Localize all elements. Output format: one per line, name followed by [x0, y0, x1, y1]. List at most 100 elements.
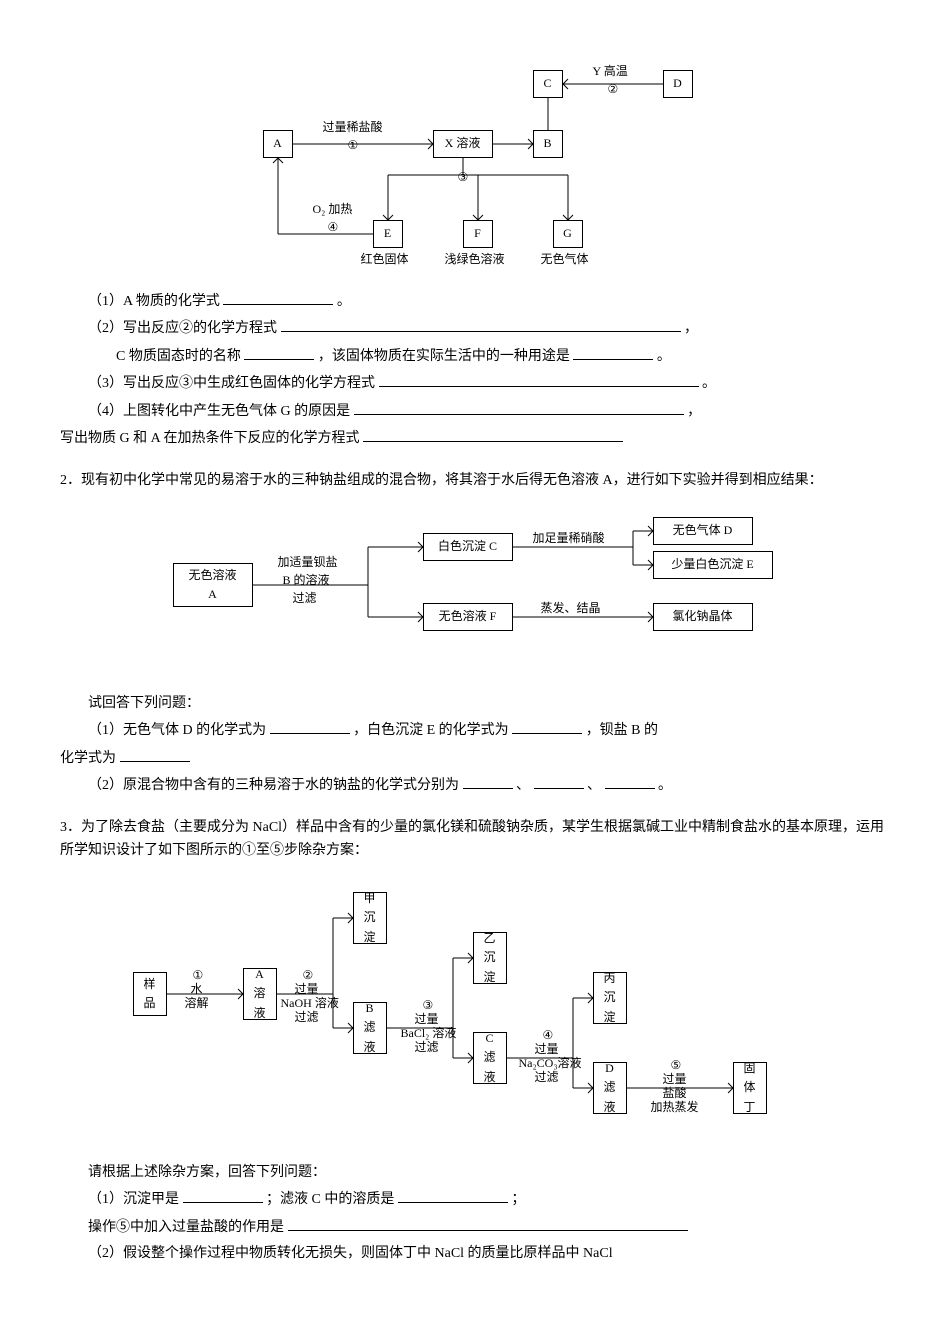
diagram-box: X 溶液 — [433, 130, 493, 158]
q1-line-2: （2）写出反应②的化学方程式 ， — [60, 317, 885, 340]
q3-1-c: ； — [511, 1192, 525, 1207]
diagram-label: ② — [608, 80, 619, 99]
question-3: 3．为了除去食盐（主要成分为 NaCl）样品中含有的少量的氯化镁和硫酸钠杂质，某… — [60, 817, 885, 1265]
diagram-box: 样 品 — [133, 972, 167, 1016]
diagram-label: 红色固体 — [361, 250, 409, 269]
diagram-label: 过滤 — [535, 1068, 559, 1087]
q3-1-a: （1）沉淀甲是 — [88, 1192, 179, 1207]
diagram-label: 蒸发、结晶 — [541, 599, 601, 618]
diagram-label: 无色气体 — [541, 250, 589, 269]
diagram-box: B 滤 液 — [353, 1002, 387, 1054]
diagram-label: 过滤 — [295, 1008, 319, 1027]
diagram-label: ① — [348, 136, 359, 155]
q3-3-a: （2）假设整个操作过程中物质转化无损失，则固体丁中 NaCl 的质量比原样品中 … — [88, 1246, 613, 1261]
diagram-box: B — [533, 130, 563, 158]
q3-line-2: 操作⑤中加入过量盐酸的作用是 — [60, 1216, 885, 1239]
q1-3-a: C 物质固态时的名称 — [116, 349, 241, 364]
diagram-box: 无色气体 D — [653, 517, 753, 545]
diagram-box: 甲 沉 淀 — [353, 892, 387, 944]
diagram-label: 加热蒸发 — [651, 1098, 699, 1117]
diagram-label: ③ — [458, 168, 469, 187]
q2-line-2: （2）原混合物中含有的三种易溶于水的钠盐的化学式分别为 、 、 。 — [60, 774, 885, 797]
q3-line-3: （2）假设整个操作过程中物质转化无损失，则固体丁中 NaCl 的质量比原样品中 … — [60, 1243, 885, 1265]
diagram-label: 加足量稀硝酸 — [533, 529, 605, 548]
q2-intro: 2．现有初中化学中常见的易溶于水的三种钠盐组成的混合物，将其溶于水后得无色溶液 … — [60, 470, 885, 492]
question-1: （1）A 物质的化学式 。 （2）写出反应②的化学方程式 ， C 物质固态时的名… — [60, 290, 885, 450]
diagram-box: C 滤 液 — [473, 1032, 507, 1084]
q1-1-a: （1）A 物质的化学式 — [88, 294, 220, 309]
diagram-box: 无色溶液 F — [423, 603, 513, 631]
q2-2-a: （2）原混合物中含有的三种易溶于水的钠盐的化学式分别为 — [88, 778, 459, 793]
q1-3-c: 。 — [657, 349, 671, 364]
diagram-label: 加适量钡盐 — [278, 553, 338, 572]
q1-4-b: 。 — [702, 376, 716, 391]
diagram-label: Y 高温 — [593, 62, 628, 81]
diagram-label: 浅绿色溶液 — [445, 250, 505, 269]
diagram-label: 溶解 — [185, 994, 209, 1013]
q1-line-6: 写出物质 G 和 A 在加热条件下反应的化学方程式 — [60, 427, 885, 450]
blank — [270, 719, 350, 734]
blank — [363, 427, 623, 442]
blank — [281, 317, 681, 332]
blank — [223, 290, 333, 305]
blank — [379, 372, 699, 387]
q3-1-b: ；滤液 C 中的溶质是 — [266, 1192, 394, 1207]
diagram-box: A 溶 液 — [243, 968, 277, 1020]
q1-line-4: （3）写出反应③中生成红色固体的化学方程式 。 — [60, 372, 885, 395]
diagram-1: AX 溶液BCDEFG过量稀盐酸①Y 高温②③O₂ 加热④红色固体浅绿色溶液无色… — [233, 50, 713, 260]
q1-6-a: 写出物质 G 和 A 在加热条件下反应的化学方程式 — [60, 431, 359, 446]
blank — [534, 774, 584, 789]
q1-5-b: ， — [687, 404, 701, 419]
q1-line-1: （1）A 物质的化学式 。 — [60, 290, 885, 313]
diagram-box: C — [533, 70, 563, 98]
q2-line-1: （1）无色气体 D 的化学式为 ，白色沉淀 E 的化学式为 ，钡盐 B 的 — [60, 719, 885, 742]
q1-2-b: ， — [684, 321, 698, 336]
diagram-box: 乙 沉 淀 — [473, 932, 507, 984]
q1-3-b: ，该固体物质在实际生活中的一种用途是 — [318, 349, 570, 364]
blank — [120, 747, 190, 762]
blank — [605, 774, 655, 789]
blank — [288, 1216, 688, 1231]
diagram-box: D — [663, 70, 693, 98]
q2-1-d: 化学式为 — [60, 751, 116, 766]
diagram-box: 无色溶液 A — [173, 563, 253, 607]
q3-intro: 3．为了除去食盐（主要成分为 NaCl）样品中含有的少量的氯化镁和硫酸钠杂质，某… — [60, 817, 885, 862]
q2-2-c: 、 — [587, 778, 601, 793]
diagram-box: A — [263, 130, 293, 158]
blank — [463, 774, 513, 789]
blank — [183, 1188, 263, 1203]
q2-1-c: ，钡盐 B 的 — [586, 723, 658, 738]
diagram-box: E — [373, 220, 403, 248]
diagram-box: 固 体 丁 — [733, 1062, 767, 1114]
blank — [398, 1188, 508, 1203]
blank — [244, 345, 314, 360]
diagram-label: 过滤 — [415, 1038, 439, 1057]
diagram-box: F — [463, 220, 493, 248]
q1-1-b: 。 — [337, 294, 351, 309]
q2-2-b: 、 — [516, 778, 530, 793]
diagram-box: 氯化钠晶体 — [653, 603, 753, 631]
diagram-box: D 滤 液 — [593, 1062, 627, 1114]
q3-line-1: （1）沉淀甲是 ；滤液 C 中的溶质是 ； — [60, 1188, 885, 1211]
blank — [573, 345, 653, 360]
question-2: 2．现有初中化学中常见的易溶于水的三种钠盐组成的混合物，将其溶于水后得无色溶液 … — [60, 470, 885, 797]
q3-2-a: 操作⑤中加入过量盐酸的作用是 — [88, 1220, 284, 1235]
diagram-label: ④ — [328, 218, 339, 237]
diagram-box: 白色沉淀 C — [423, 533, 513, 561]
q1-5-a: （4）上图转化中产生无色气体 G 的原因是 — [88, 404, 350, 419]
diagram-3: 样 品A 溶 液甲 沉 淀B 滤 液乙 沉 淀C 滤 液丙 沉 淀D 滤 液固 … — [123, 872, 823, 1132]
diagram-label: 过量稀盐酸 — [323, 118, 383, 137]
q2-1-a: （1）无色气体 D 的化学式为 — [88, 723, 266, 738]
q1-line-3: C 物质固态时的名称 ，该固体物质在实际生活中的一种用途是 。 — [60, 345, 885, 368]
blank — [354, 400, 684, 415]
q2-1-b: ，白色沉淀 E 的化学式为 — [353, 723, 509, 738]
q1-line-5: （4）上图转化中产生无色气体 G 的原因是 ， — [60, 400, 885, 423]
q2-line-1b: 化学式为 — [60, 747, 885, 770]
diagram-label: O₂ 加热 — [313, 200, 353, 219]
diagram-label: 过滤 — [293, 589, 317, 608]
blank — [512, 719, 582, 734]
diagram-label: B 的溶液 — [283, 571, 330, 590]
q2-2-d: 。 — [658, 778, 672, 793]
diagram-2: 无色溶液 A白色沉淀 C无色溶液 F无色气体 D少量白色沉淀 E氯化钠晶体加适量… — [153, 503, 793, 663]
diagram-box: G — [553, 220, 583, 248]
